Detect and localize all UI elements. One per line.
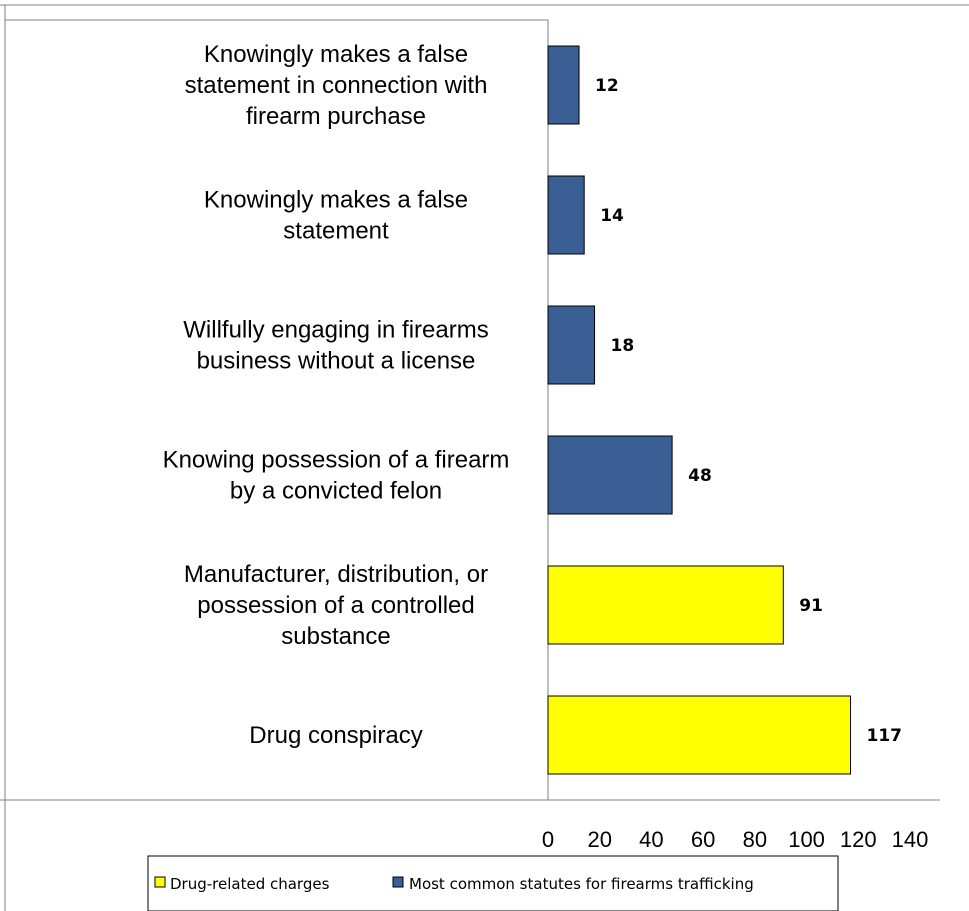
category-label-4: Manufacturer, distribution, or possession… <box>184 561 488 650</box>
data-label-5: 117 <box>867 726 903 746</box>
x-tick-label-3: 60 <box>691 827 715 852</box>
category-label-4-line-0: Manufacturer, distribution, or <box>184 561 488 588</box>
x-axis-tick-labels: 0 20 40 60 80 100 120 140 <box>542 827 928 852</box>
bar-4 <box>547 565 784 645</box>
category-label-2-line-0: Willfully engaging in firearms <box>183 317 488 344</box>
bars <box>547 45 852 775</box>
category-label-5-line-0: Drug conspiracy <box>249 722 422 749</box>
category-label-4-line-2: substance <box>281 623 390 650</box>
data-label-0: 12 <box>595 76 619 96</box>
x-tick-label-6: 120 <box>840 827 877 852</box>
bar-0 <box>547 45 580 125</box>
category-label-4-line-1: possession of a controlled <box>197 592 475 619</box>
bar-5 <box>547 695 852 775</box>
category-label-0-line-1: statement in connection with <box>185 72 488 99</box>
category-label-2: Willfully engaging in firearms business w… <box>183 317 488 375</box>
category-label-3-line-0: Knowing possession of a firearm <box>163 447 510 474</box>
x-tick-label-1: 20 <box>587 827 611 852</box>
bar-2 <box>547 305 596 385</box>
data-label-3: 48 <box>688 466 712 486</box>
bar-3 <box>547 435 673 515</box>
data-label-4: 91 <box>799 596 823 616</box>
legend-label-firearms-trafficking: Most common statutes for firearms traffi… <box>409 875 754 893</box>
legend-label-drug-related: Drug-related charges <box>170 875 330 893</box>
category-label-1-line-1: statement <box>283 218 389 245</box>
legend-swatch-drug-related <box>154 876 166 888</box>
data-label-2: 18 <box>611 336 635 356</box>
category-labels: Knowingly makes a false statement in conn… <box>163 41 510 749</box>
category-label-3: Knowing possession of a firearm by a conv… <box>163 447 510 505</box>
category-label-0-line-0: Knowingly makes a false <box>204 41 468 68</box>
legend: Drug-related charges Most common statute… <box>147 855 839 911</box>
category-label-2-line-1: business without a license <box>197 348 476 375</box>
category-label-5: Drug conspiracy <box>249 722 422 749</box>
category-label-1-line-0: Knowingly makes a false <box>204 187 468 214</box>
x-tick-label-0: 0 <box>542 827 554 852</box>
bar-1 <box>547 175 585 255</box>
x-tick-label-4: 80 <box>743 827 767 852</box>
legend-box <box>147 855 839 911</box>
x-tick-label-5: 100 <box>788 827 825 852</box>
legend-swatch-firearms-trafficking <box>392 876 404 888</box>
category-label-1: Knowingly makes a false statement <box>204 187 468 245</box>
x-tick-label-2: 40 <box>639 827 663 852</box>
x-tick-label-7: 140 <box>892 827 929 852</box>
data-labels: 12 14 18 48 91 117 <box>595 76 902 746</box>
chart-frame <box>0 4 969 911</box>
category-label-0-line-2: firearm purchase <box>246 103 426 130</box>
category-label-3-line-1: by a convicted felon <box>230 478 442 505</box>
category-label-0: Knowingly makes a false statement in conn… <box>185 41 488 130</box>
data-label-1: 14 <box>600 206 624 226</box>
